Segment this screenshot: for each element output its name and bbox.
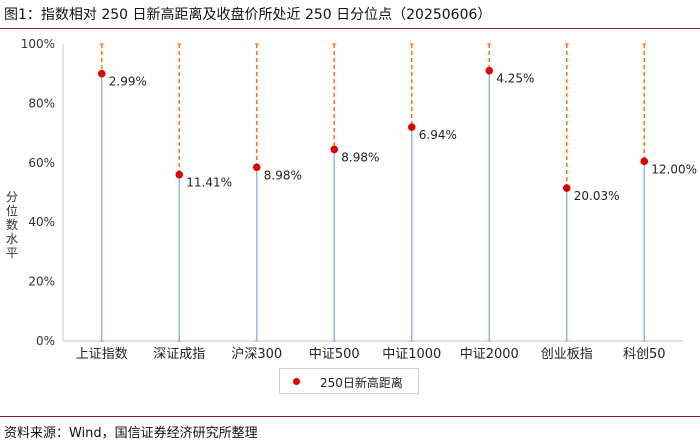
x-tick-label: 中证2000 (460, 347, 519, 362)
data-label: 8.98% (341, 150, 379, 164)
legend-marker (293, 378, 300, 385)
chart-area: 0% 20% 40% 60% 80% 100% 2.99% 上证指数 11.41% 深证成指 8.9… (21, 37, 697, 362)
title-divider (0, 28, 700, 29)
y-axis-label: 分位数水平 (5, 190, 18, 260)
x-tick-label: 中证500 (309, 347, 360, 362)
data-point (175, 170, 184, 179)
x-tick-label: 沪深300 (231, 346, 282, 362)
data-label: 8.98% (264, 168, 302, 182)
source-divider (0, 416, 700, 417)
data-label: 6.94% (419, 128, 457, 142)
source-note: 资料来源：Wind，国信证券经济研究所整理 (4, 426, 258, 441)
y-tick-label: 20% (28, 275, 55, 289)
data-point (407, 123, 416, 131)
x-tick-label: 科创50 (623, 347, 666, 362)
data-label: 12.00% (651, 162, 697, 176)
x-tick-label: 中证1000 (382, 347, 441, 362)
y-tick-label: 40% (28, 215, 55, 229)
y-tick-label: 0% (36, 334, 55, 348)
legend: 250日新高距离 (279, 368, 419, 394)
x-tick-label: 上证指数 (76, 347, 128, 362)
data-label: 11.41% (186, 176, 232, 190)
y-tick-label: 80% (28, 96, 55, 110)
data-point (97, 69, 106, 78)
data-label: 2.99% (109, 75, 147, 89)
x-tick-label: 深证成指 (153, 347, 205, 362)
figure-title: 图1：指数相对 250 日新高距离及收盘价所处近 250 日分位点（202506… (4, 7, 492, 23)
y-tick-label: 60% (28, 156, 55, 170)
x-tick-label: 创业板指 (541, 347, 593, 362)
legend-label: 250日新高距离 (320, 376, 403, 390)
data-point (485, 66, 494, 75)
data-label: 4.25% (496, 72, 534, 86)
data-label: 20.03% (574, 189, 620, 203)
data-point (562, 184, 571, 192)
data-point (330, 145, 339, 154)
y-tick-label: 100% (21, 37, 55, 51)
data-point (252, 163, 261, 172)
data-point (640, 157, 649, 166)
